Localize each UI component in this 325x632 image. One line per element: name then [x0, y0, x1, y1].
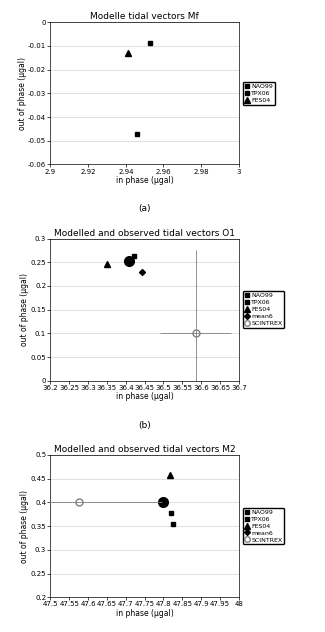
- X-axis label: in phase (μgal): in phase (μgal): [116, 609, 174, 618]
- X-axis label: in phase (μgal): in phase (μgal): [116, 176, 174, 185]
- Text: (a): (a): [138, 204, 151, 214]
- Title: Modelled and observed tidal vectors M2: Modelled and observed tidal vectors M2: [54, 445, 235, 454]
- Legend: NAO99, TPX06, FES04, mean6, SCINTREX: NAO99, TPX06, FES04, mean6, SCINTREX: [243, 507, 284, 545]
- Legend: NAO99, TPX06, FES04, mean6, SCINTREX: NAO99, TPX06, FES04, mean6, SCINTREX: [243, 291, 284, 328]
- Title: Modelle tidal vectors Mf: Modelle tidal vectors Mf: [90, 13, 199, 21]
- Y-axis label: out of phase (μgal): out of phase (μgal): [20, 273, 29, 346]
- Y-axis label: out of phase (μgal): out of phase (μgal): [20, 490, 29, 562]
- X-axis label: in phase (μgal): in phase (μgal): [116, 392, 174, 401]
- Title: Modelled and observed tidal vectors O1: Modelled and observed tidal vectors O1: [54, 229, 235, 238]
- Legend: NAO99, TPX06, FES04: NAO99, TPX06, FES04: [243, 82, 275, 105]
- Y-axis label: out of phase (μgal): out of phase (μgal): [18, 57, 27, 130]
- Text: (b): (b): [138, 421, 151, 430]
